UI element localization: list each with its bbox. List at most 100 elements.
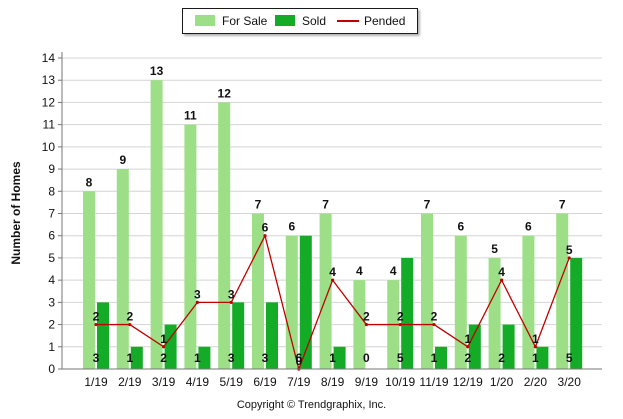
bar-sold-12 bbox=[502, 324, 515, 369]
x-tick-label-6: 7/19 bbox=[287, 375, 311, 389]
label-sold-9: 5 bbox=[397, 351, 404, 365]
bar-for-sale-3 bbox=[184, 124, 197, 370]
label-pended-8: 2 bbox=[363, 310, 370, 324]
label-pended-2: 1 bbox=[160, 332, 167, 346]
label-for-sale-6: 6 bbox=[288, 220, 295, 234]
bars bbox=[83, 80, 583, 370]
bar-sold-3 bbox=[198, 346, 211, 369]
pended-line bbox=[94, 233, 571, 372]
label-sold-8: 0 bbox=[363, 351, 370, 365]
label-for-sale-4: 12 bbox=[218, 86, 232, 100]
y-tick-label-7: 7 bbox=[48, 207, 55, 221]
bar-for-sale-5 bbox=[252, 213, 264, 369]
bar-sold-14 bbox=[570, 257, 583, 369]
copyright-text: Copyright © Trendgraphix, Inc. bbox=[236, 399, 387, 411]
bar-for-sale-0 bbox=[83, 191, 95, 369]
label-pended-11: 1 bbox=[464, 332, 471, 346]
legend-label-sold: Sold bbox=[302, 14, 327, 28]
bar-for-sale-8 bbox=[353, 280, 366, 369]
legend-swatch-for-sale bbox=[195, 15, 215, 26]
y-tick-label-13: 13 bbox=[42, 73, 56, 87]
pended-point-5 bbox=[263, 234, 267, 238]
label-sold-14: 5 bbox=[566, 351, 573, 365]
bar-for-sale-7 bbox=[319, 213, 332, 369]
label-for-sale-7: 7 bbox=[322, 198, 329, 212]
x-tick-label-9: 10/19 bbox=[385, 375, 415, 389]
label-sold-1: 1 bbox=[126, 351, 133, 365]
label-pended-6: 0 bbox=[295, 354, 302, 368]
y-tick-label-8: 8 bbox=[48, 184, 55, 198]
label-for-sale-5: 7 bbox=[255, 198, 262, 212]
x-tick-label-0: 1/19 bbox=[84, 375, 108, 389]
y-tick-label-14: 14 bbox=[42, 51, 56, 65]
pended-point-2 bbox=[162, 345, 166, 349]
x-tick-label-8: 9/19 bbox=[355, 375, 379, 389]
label-sold-10: 1 bbox=[431, 351, 438, 365]
label-sold-4: 3 bbox=[228, 351, 235, 365]
legend-line-pended bbox=[337, 20, 359, 22]
legend-label-for-sale: For Sale bbox=[222, 14, 268, 28]
y-tick-label-0: 0 bbox=[48, 362, 55, 376]
pended-point-10 bbox=[432, 322, 436, 327]
bar-for-sale-13 bbox=[522, 235, 535, 369]
label-pended-1: 2 bbox=[126, 310, 133, 324]
x-tick-label-13: 2/20 bbox=[524, 375, 548, 389]
label-for-sale-0: 8 bbox=[86, 175, 93, 189]
pended-point-9 bbox=[398, 322, 402, 327]
label-for-sale-10: 7 bbox=[424, 198, 431, 212]
bar-sold-1 bbox=[130, 346, 143, 369]
label-sold-3: 1 bbox=[194, 351, 201, 365]
y-tick-label-6: 6 bbox=[48, 229, 55, 243]
x-tick-label-1: 2/19 bbox=[118, 375, 142, 389]
label-sold-0: 3 bbox=[93, 351, 100, 365]
y-tick-label-9: 9 bbox=[48, 162, 55, 176]
bar-for-sale-10 bbox=[421, 213, 433, 369]
label-sold-13: 1 bbox=[532, 351, 539, 365]
label-pended-12: 4 bbox=[498, 265, 505, 279]
x-tick-label-11: 12/19 bbox=[453, 375, 483, 389]
y-tick-label-12: 12 bbox=[42, 95, 56, 109]
bar-sold-7 bbox=[333, 346, 346, 369]
label-for-sale-13: 6 bbox=[525, 220, 532, 234]
label-pended-14: 5 bbox=[566, 243, 573, 257]
bar-for-sale-2 bbox=[150, 80, 163, 369]
label-pended-3: 3 bbox=[194, 287, 201, 301]
legend: For Sale Sold Pended bbox=[182, 8, 418, 34]
legend-swatch-sold bbox=[275, 15, 295, 26]
label-for-sale-11: 6 bbox=[457, 220, 464, 234]
y-tick-label-4: 4 bbox=[48, 273, 55, 287]
pended-point-0 bbox=[94, 322, 98, 327]
x-tick-label-7: 8/19 bbox=[321, 375, 345, 389]
label-sold-2: 2 bbox=[160, 351, 167, 365]
bar-sold-6 bbox=[299, 235, 312, 369]
bar-sold-13 bbox=[536, 346, 549, 369]
bar-for-sale-1 bbox=[116, 169, 129, 369]
label-for-sale-12: 5 bbox=[491, 242, 498, 256]
pended-point-12 bbox=[500, 278, 504, 282]
y-tick-label-11: 11 bbox=[43, 118, 56, 132]
label-pended-9: 2 bbox=[397, 310, 404, 324]
bar-sold-9 bbox=[401, 257, 414, 369]
y-axis-label: Number of Homes bbox=[9, 161, 23, 265]
label-pended-7: 4 bbox=[329, 265, 336, 279]
label-sold-12: 2 bbox=[498, 351, 505, 365]
bar-sold-11 bbox=[468, 324, 481, 369]
pended-point-8 bbox=[364, 322, 368, 327]
label-sold-7: 1 bbox=[329, 351, 336, 365]
y-tick-label-10: 10 bbox=[42, 140, 56, 154]
label-for-sale-14: 7 bbox=[559, 198, 566, 212]
pended-point-1 bbox=[128, 322, 132, 327]
pended-point-3 bbox=[195, 300, 199, 304]
label-for-sale-1: 9 bbox=[119, 153, 126, 167]
x-tick-label-2: 3/19 bbox=[152, 375, 176, 389]
x-tick-label-10: 11/19 bbox=[419, 375, 448, 389]
y-tick-label-5: 5 bbox=[48, 251, 55, 265]
bar-sold-5 bbox=[266, 302, 278, 369]
legend-label-pended: Pended bbox=[364, 14, 406, 28]
pended-point-13 bbox=[533, 345, 538, 349]
bar-sold-0 bbox=[97, 302, 109, 369]
x-tick-label-12: 1/20 bbox=[490, 375, 514, 389]
x-tick-label-3: 4/19 bbox=[186, 375, 210, 389]
